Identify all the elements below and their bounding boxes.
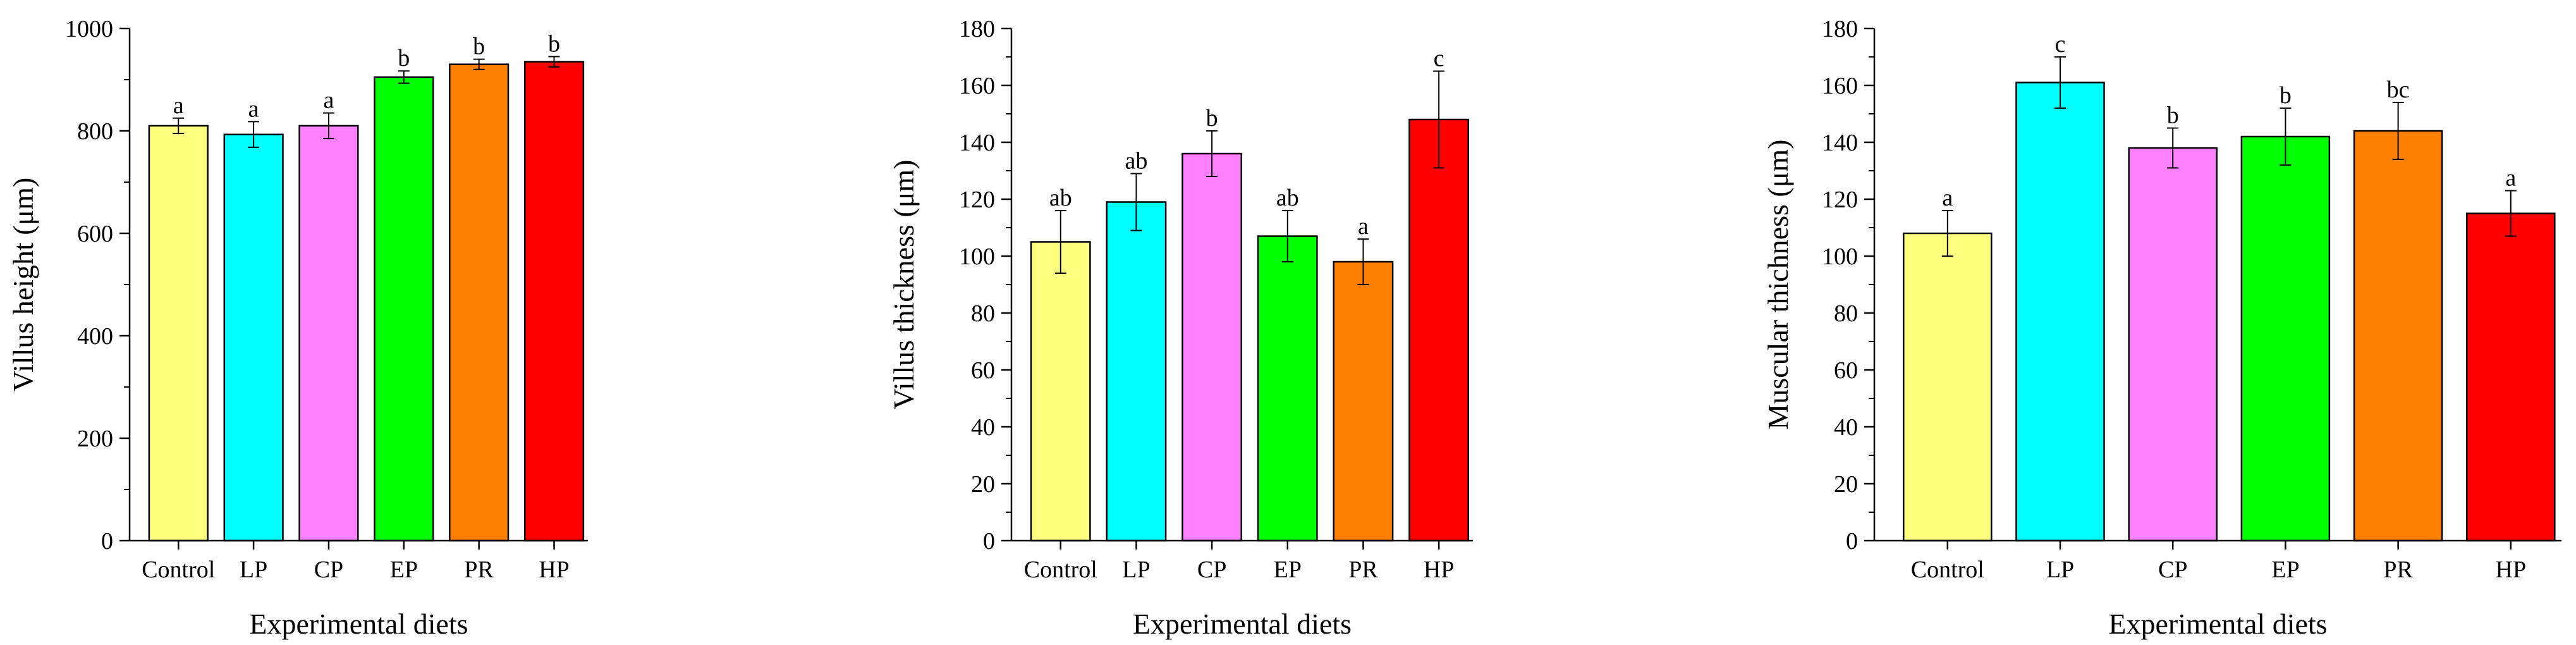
significance-label: b (398, 45, 410, 71)
significance-label: b (473, 34, 485, 60)
y-tick-label: 0 (101, 528, 113, 555)
bar-control (1903, 232, 1993, 542)
bar-ep (374, 76, 434, 542)
significance-label: a (324, 87, 334, 114)
bar-control (148, 125, 209, 542)
significance-label: b (2280, 82, 2292, 109)
y-axis-title: Muscular thichness (μm) (1762, 139, 1794, 429)
bar-lp (2015, 82, 2105, 542)
y-tick-label: 180 (1822, 16, 1858, 42)
significance-label: a (2505, 165, 2516, 192)
significance-label: c (1434, 46, 1444, 72)
x-tick-label: CP (1197, 556, 1226, 583)
x-tick-label: HP (2496, 556, 2527, 583)
significance-label: a (248, 95, 259, 122)
x-tick-label: LP (2046, 556, 2074, 583)
bar-pr (449, 63, 510, 542)
villus-thickness-chart: ab Control ab LP b CP ab EP a PR c HP 0 20 40 60 80 100 12… (888, 16, 1473, 640)
y-tick-label: 100 (959, 243, 995, 270)
y-tick-label: 0 (983, 528, 995, 555)
bar-cp (298, 125, 359, 542)
y-tick-label: 20 (1834, 471, 1858, 498)
x-tick-label: CP (2158, 556, 2187, 583)
bar-ep (2240, 135, 2331, 542)
y-tick-label: 180 (959, 16, 995, 42)
bar-ep (1257, 235, 1318, 542)
significance-label: a (173, 92, 184, 119)
x-tick-label: HP (1424, 556, 1455, 583)
significance-label: ab (1276, 185, 1299, 211)
x-axis-title: Experimental diets (249, 608, 468, 640)
significance-label: ab (1125, 148, 1148, 175)
y-tick-label: 400 (77, 323, 113, 350)
y-tick-label: 1000 (65, 16, 113, 42)
significance-label: a (1358, 213, 1369, 240)
x-tick-label: LP (1122, 556, 1150, 583)
villus-height-chart: a Control a LP a CP b EP b PR b HP 0 200 400 600 800 1000… (7, 16, 588, 640)
significance-label: b (1206, 105, 1218, 132)
x-tick-label: EP (1274, 556, 1302, 583)
bar-lp (223, 133, 284, 542)
y-tick-label: 80 (971, 300, 995, 327)
x-tick-label: PR (464, 556, 494, 583)
significance-label: ab (1049, 185, 1072, 211)
y-tick-label: 600 (77, 221, 113, 247)
y-tick-label: 60 (971, 357, 995, 384)
significance-label: a (1942, 185, 1953, 211)
y-tick-label: 800 (77, 118, 113, 145)
bar-control (1030, 241, 1091, 542)
significance-label: b (548, 31, 560, 58)
bar-cp (2128, 147, 2218, 542)
x-tick-label: HP (539, 556, 570, 583)
muscular-thickness-chart: a Control c LP b CP b EP bc PR a HP 0 20 40 60 80 100 120 1… (1762, 16, 2561, 640)
y-tick-label: 160 (1822, 73, 1858, 99)
significance-label: c (2055, 31, 2066, 58)
significance-label: b (2167, 102, 2179, 129)
y-tick-label: 20 (971, 471, 995, 498)
bar-hp (1408, 118, 1470, 542)
y-tick-label: 40 (1834, 414, 1858, 441)
x-tick-label: EP (2271, 556, 2299, 583)
x-axis-title: Experimental diets (2108, 608, 2327, 640)
significance-label: bc (2387, 77, 2410, 103)
y-tick-label: 120 (959, 187, 995, 213)
bar-lp (1106, 201, 1167, 542)
y-tick-label: 160 (959, 73, 995, 99)
y-axis-title: Villus thickness (μm) (888, 160, 920, 410)
bar-hp (523, 61, 585, 542)
y-tick-label: 200 (77, 426, 113, 452)
y-tick-label: 0 (1846, 528, 1858, 555)
y-tick-label: 80 (1834, 300, 1858, 327)
y-tick-label: 100 (1822, 243, 1858, 270)
x-tick-label: CP (314, 556, 343, 583)
x-axis-title: Experimental diets (1133, 608, 1352, 640)
bar-pr (1333, 261, 1394, 542)
x-tick-label: Control (142, 556, 215, 583)
y-tick-label: 140 (1822, 130, 1858, 156)
y-tick-label: 60 (1834, 357, 1858, 384)
y-axis-title: Villus height (μm) (7, 178, 39, 392)
x-tick-label: PR (2383, 556, 2413, 583)
x-tick-label: LP (240, 556, 267, 583)
bar-cp (1181, 152, 1243, 542)
y-tick-label: 140 (959, 130, 995, 156)
x-tick-label: PR (1348, 556, 1378, 583)
x-tick-label: Control (1911, 556, 1984, 583)
y-tick-label: 40 (971, 414, 995, 441)
bar-pr (2353, 130, 2443, 542)
bar-hp (2466, 212, 2556, 542)
y-tick-label: 120 (1822, 187, 1858, 213)
x-tick-label: Control (1024, 556, 1097, 583)
x-tick-label: EP (390, 556, 418, 583)
